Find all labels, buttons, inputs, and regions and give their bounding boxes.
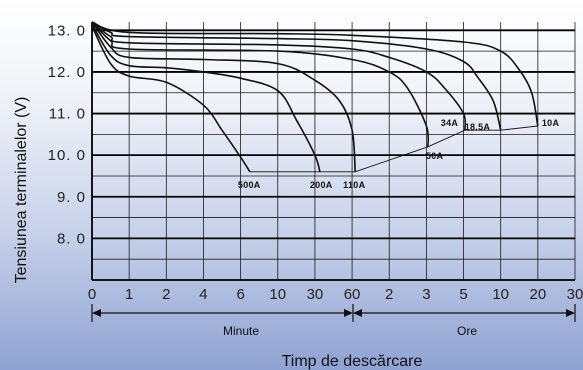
curve-label: 10A — [542, 118, 560, 128]
y-tick-label: 11. 0 — [49, 106, 86, 123]
grid — [91, 22, 576, 281]
curve-label: 200A — [310, 180, 333, 190]
curve-50a — [91, 21, 430, 147]
y-tick-label: 10. 0 — [48, 147, 86, 164]
curve-label: 50A — [426, 151, 444, 161]
x-tick-label: 10 — [492, 286, 509, 303]
segment-minute-label: Minute — [223, 324, 259, 338]
curve-500a — [91, 25, 251, 173]
end-voltage-line — [249, 125, 538, 173]
curve-34a — [91, 21, 467, 131]
curve-label: 18.5A — [465, 122, 491, 132]
x-tick-label: 30 — [567, 286, 583, 303]
y-axis-label: Tensiunea terminalelor (V) — [13, 97, 30, 284]
x-tick-label: 3 — [422, 286, 430, 303]
arrowhead-mid-right — [353, 309, 362, 317]
curve-10a — [91, 21, 539, 127]
curve-110a — [91, 21, 356, 172]
curve-18-5a — [91, 21, 502, 131]
segment-hour-label: Ore — [457, 324, 477, 338]
x-tick-label: 4 — [199, 286, 207, 303]
x-tick-label: 20 — [530, 286, 547, 303]
x-tick-label: 6 — [236, 286, 244, 303]
arrowhead-mid-left — [344, 309, 353, 317]
x-tick-label: 0 — [88, 286, 96, 303]
x-tick-label: 1 — [125, 286, 133, 303]
y-tick-label: 8. 0 — [57, 230, 86, 247]
curve-labels: 500A 200A 110A 50A 34A 18.5A 10A — [238, 118, 560, 190]
arrowhead-left — [92, 309, 101, 317]
axis-annotations: Minute Ore Timp de descărcare Tensiunea … — [13, 97, 576, 370]
curves — [91, 21, 539, 173]
curve-label: 34A — [441, 118, 459, 128]
y-tick-label: 9. 0 — [57, 189, 86, 206]
arrowhead-right — [566, 309, 575, 317]
tick-labels: 13. 0 12. 0 11. 0 10. 0 9. 0 8. 0 0 1 2 4 6 10 30 60 2… — [48, 22, 583, 303]
curve-200a — [91, 23, 321, 173]
curve-label: 500A — [238, 180, 261, 190]
x-tick-label: 2 — [385, 286, 393, 303]
curve-label: 110A — [343, 180, 365, 190]
x-tick-label: 10 — [269, 286, 286, 303]
x-tick-label: 5 — [459, 286, 467, 303]
x-tick-label: 2 — [162, 286, 170, 303]
y-tick-label: 12. 0 — [48, 64, 86, 81]
x-tick-label: 60 — [344, 286, 361, 303]
x-tick-label: 30 — [307, 286, 324, 303]
x-axis-label: Timp de descărcare — [282, 353, 423, 370]
y-tick-label: 13. 0 — [48, 22, 86, 39]
